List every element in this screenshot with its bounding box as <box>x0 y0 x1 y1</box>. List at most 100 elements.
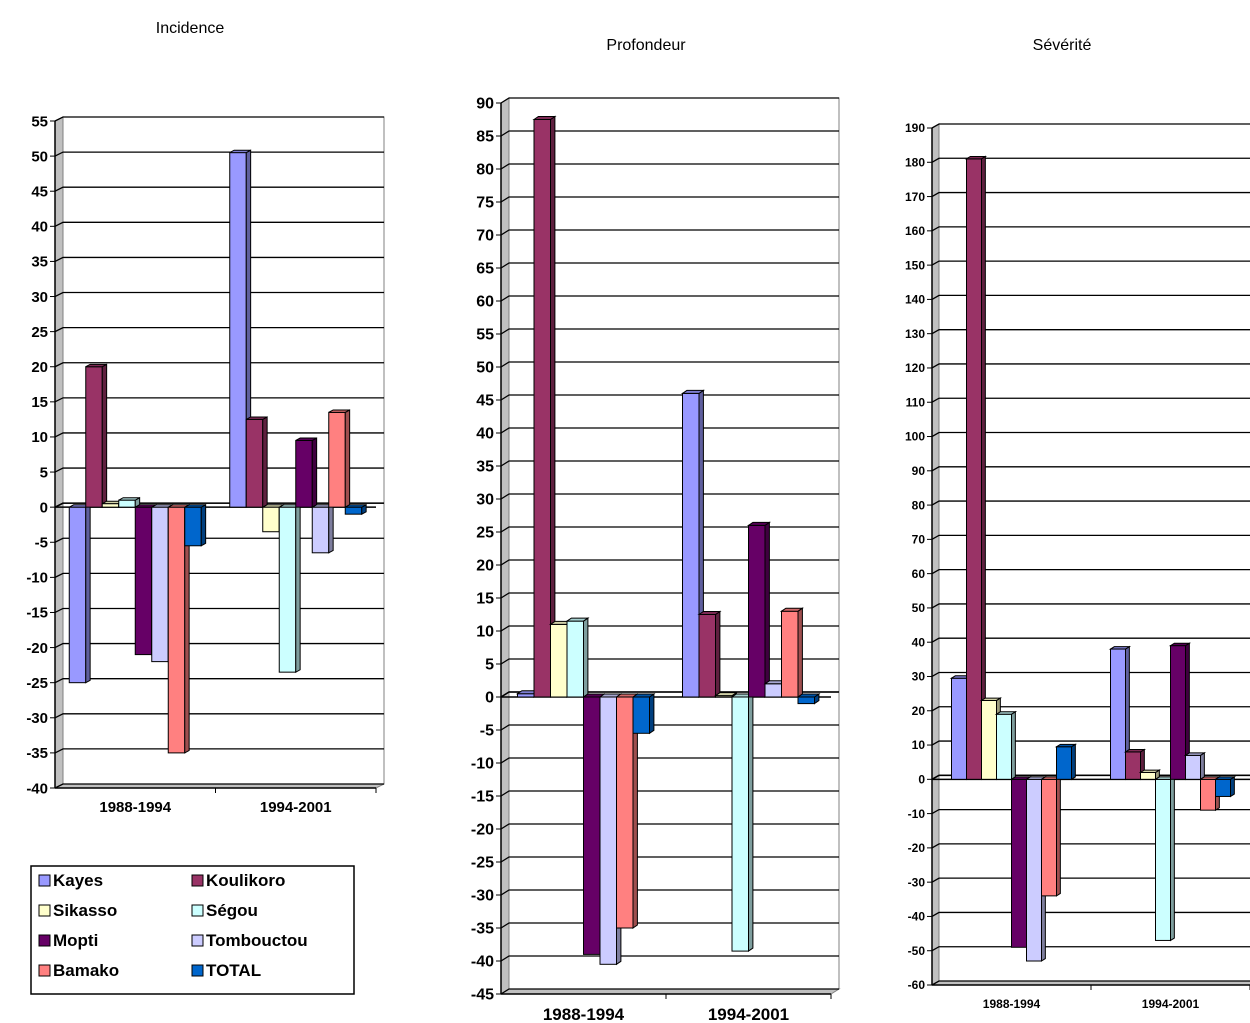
gridline <box>931 157 1250 163</box>
bar-segou-1994-2001 <box>278 503 301 673</box>
bar-segou-1988-1994 <box>118 496 141 509</box>
y-tick-label: 140 <box>905 293 925 307</box>
bar-tombouctou-1994-2001 <box>311 503 334 554</box>
y-tick-label: 5 <box>40 464 48 481</box>
gridline <box>931 671 1250 678</box>
y-tick-label: 20 <box>31 359 48 376</box>
bar-koulikoro-1994-2001 <box>245 416 268 509</box>
bar-bamako-1988-1994 <box>167 503 190 754</box>
legend-label: Kayes <box>53 871 103 890</box>
gridline <box>54 783 384 789</box>
y-tick-label: -50 <box>908 944 926 958</box>
gridline <box>931 843 1250 849</box>
gridline <box>500 658 839 665</box>
legend-label: Mopti <box>53 931 98 950</box>
y-tick-label: -20 <box>26 640 48 657</box>
y-tick-label: 20 <box>476 558 494 575</box>
gridline <box>54 221 384 227</box>
gridline <box>500 130 839 137</box>
gridline <box>931 706 1250 712</box>
y-tick-label: -40 <box>908 910 926 924</box>
zero-line <box>54 502 384 508</box>
gridline <box>54 151 384 157</box>
y-tick-label: 80 <box>912 498 926 512</box>
legend-swatch <box>38 874 51 887</box>
gridline <box>500 988 839 995</box>
gridline <box>54 572 384 578</box>
bar-segou-1988-1994 <box>565 617 590 698</box>
y-tick-label: 75 <box>476 195 494 212</box>
y-tick-label: 15 <box>476 591 494 608</box>
y-tick-label: 35 <box>476 459 494 476</box>
gridline <box>54 326 384 333</box>
y-tick-label: 5 <box>485 657 494 674</box>
y-tick-label: -30 <box>908 875 926 889</box>
legend-label: Koulikoro <box>206 871 285 890</box>
gridline <box>500 493 839 500</box>
y-tick-label: 60 <box>476 294 494 311</box>
gridline <box>500 460 839 467</box>
bar-segou-1994-2001 <box>1153 776 1177 942</box>
legend-swatch <box>191 964 204 977</box>
gridline <box>500 295 839 302</box>
y-tick-label: -5 <box>35 535 48 552</box>
y-tick-label: 0 <box>40 499 48 516</box>
y-tick-label: 15 <box>31 394 48 411</box>
y-tick-label: 85 <box>476 129 494 146</box>
y-tick-label: 80 <box>476 162 494 179</box>
bar-total-1994-2001 <box>1213 776 1237 798</box>
gridline <box>500 922 839 929</box>
legend-item-kayes: Kayes <box>38 871 103 890</box>
gridline <box>54 397 384 403</box>
legend-item-total: TOTAL <box>191 961 261 980</box>
y-tick-label: 60 <box>912 567 926 581</box>
gridline <box>931 603 1250 609</box>
y-tick-label: -35 <box>26 745 48 762</box>
legend: Kayes Koulikoro Sikasso Ségou Mopti Tomboucto… <box>30 865 355 995</box>
legend-swatch <box>191 904 204 917</box>
y-tick-label: 35 <box>31 254 48 271</box>
legend-item-tombouctou: Tombouctou <box>191 931 308 950</box>
gridline <box>500 889 839 896</box>
bar-kayes-1988-1994 <box>68 503 91 684</box>
bar-bamako-1994-2001 <box>779 607 805 698</box>
y-tick-label: 0 <box>918 773 925 787</box>
legend-item-mopti: Mopti <box>38 931 98 950</box>
gridline <box>500 262 839 269</box>
bar-tombouctou-1994-2001 <box>1183 752 1207 781</box>
y-tick-label: 130 <box>905 327 925 341</box>
y-tick-label: 50 <box>31 148 48 165</box>
gridline <box>931 260 1250 266</box>
x-category-label: 1988-1994 <box>983 997 1041 1011</box>
y-tick-label: -20 <box>471 822 494 839</box>
zero-line <box>500 691 839 698</box>
y-tick-label: 45 <box>476 393 494 410</box>
gridline <box>931 226 1250 232</box>
legend-item-sikasso: Sikasso <box>38 901 117 920</box>
y-tick-label: 30 <box>912 670 926 684</box>
x-category-label: 1988-1994 <box>99 799 171 816</box>
y-tick-label: -15 <box>26 605 48 622</box>
chart-severite: Sévérité -60 -50 -40 -30 -20 -10 0 10 20 30 40 50 60 7… <box>905 37 1250 1011</box>
y-tick-label: 55 <box>31 113 48 130</box>
gridline <box>500 196 839 203</box>
gridline <box>931 568 1250 575</box>
legend-label: Tombouctou <box>206 931 308 950</box>
y-tick-label: 40 <box>31 219 48 236</box>
y-tick-label: 10 <box>31 429 48 446</box>
gridline <box>54 432 384 438</box>
gridline <box>500 427 839 434</box>
gridline <box>54 256 384 263</box>
y-tick-label: 50 <box>476 360 494 377</box>
bar-koulikoro-1994-2001 <box>697 610 722 698</box>
bar-koulikoro-1988-1994 <box>85 363 108 509</box>
legend-label: Sikasso <box>53 901 117 920</box>
gridline <box>54 467 384 473</box>
y-tick-label: -10 <box>471 756 494 773</box>
bar-bamako-1994-2001 <box>328 409 351 509</box>
bar-mopti-1994-2001 <box>1168 642 1192 781</box>
gridline <box>500 592 839 599</box>
bar-total-1988-1994 <box>1054 743 1078 781</box>
gridline <box>500 823 839 830</box>
gridline <box>931 980 1250 986</box>
